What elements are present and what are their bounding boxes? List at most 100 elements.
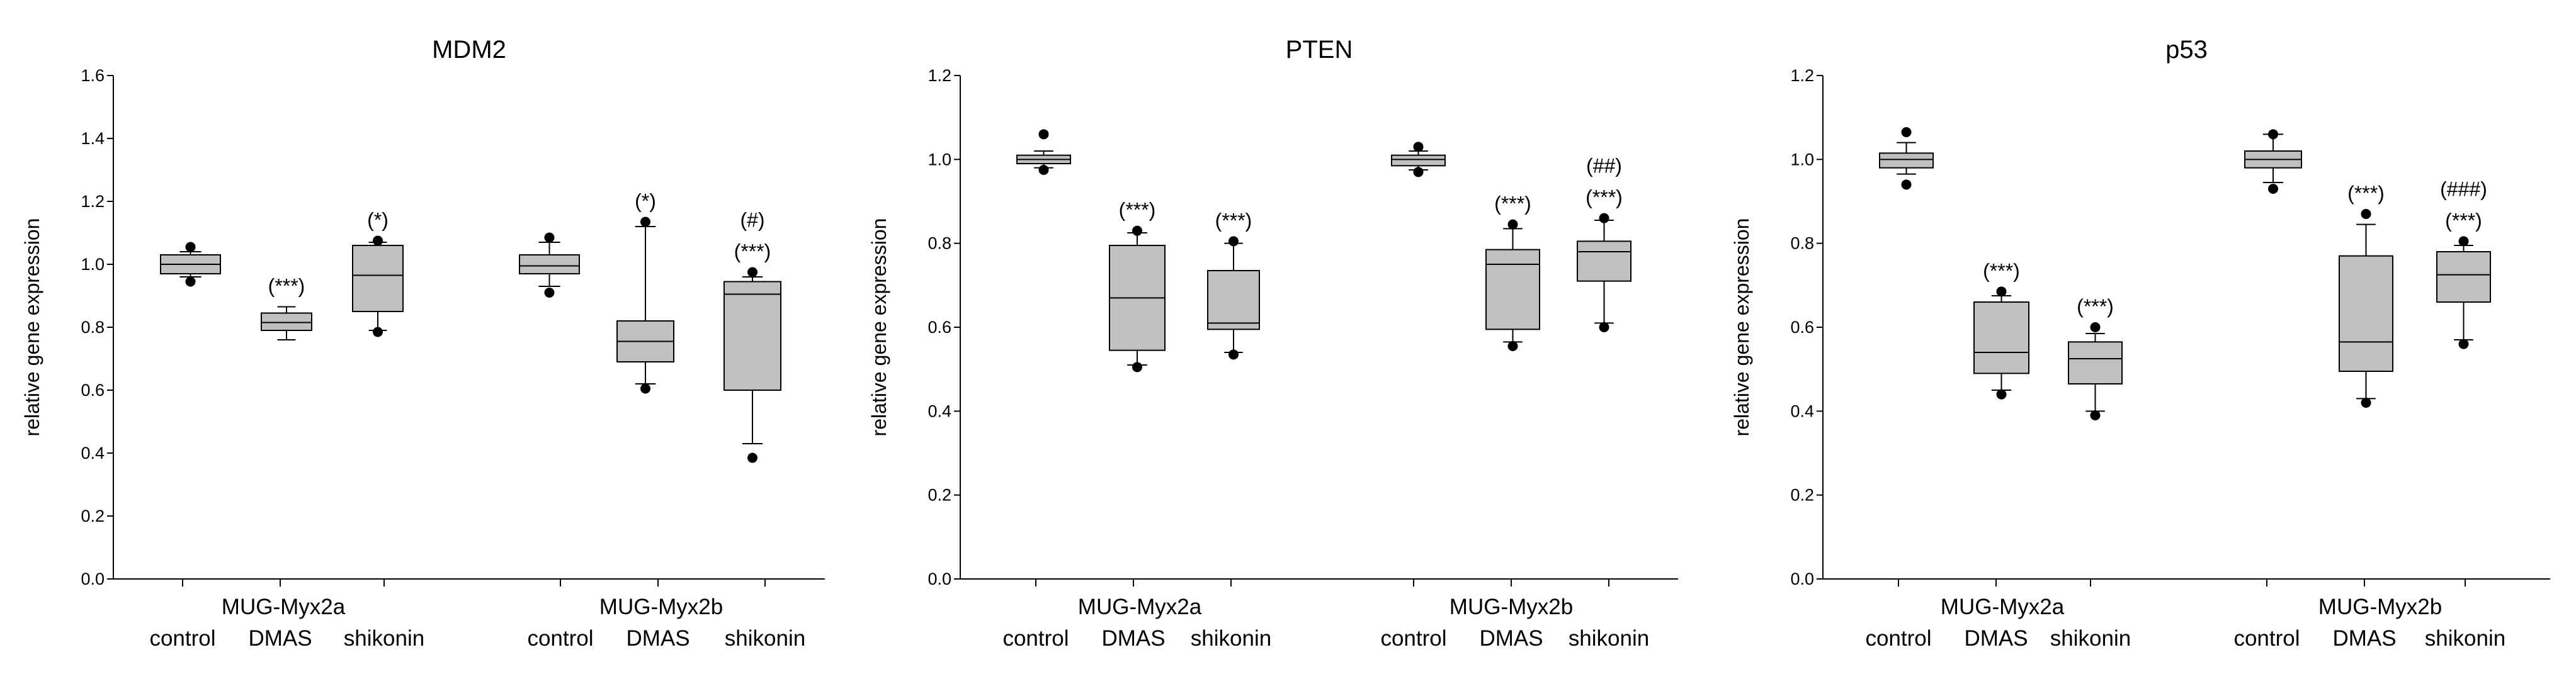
category-label: shikonin (2425, 626, 2505, 651)
box-iqr (1879, 152, 1934, 169)
outlier-point (1901, 179, 1912, 190)
significance-label: (***) (734, 240, 771, 263)
significance-label: (#) (740, 209, 764, 232)
group-label: MUG-Myx2b (1450, 595, 1573, 619)
box-plot-shikonin: (***) (2068, 295, 2123, 420)
outlier-point (2090, 322, 2101, 332)
category-label: shikonin (344, 626, 424, 651)
category-label: control (1380, 626, 1446, 651)
y-tick-label: 1.2 (81, 192, 105, 211)
significance-label: (*) (635, 190, 656, 213)
outlier-point (2361, 209, 2371, 219)
outlier-point (640, 383, 650, 394)
outlier-point (373, 327, 383, 337)
y-tick-label: 1.6 (81, 66, 105, 85)
outlier-point (747, 267, 757, 278)
significance-label: (***) (2347, 182, 2385, 205)
y-tick-label: 0.4 (81, 444, 105, 463)
y-axis-label: relative gene expression (868, 218, 890, 437)
box-iqr (352, 245, 404, 312)
y-axis-label: relative gene expression (21, 218, 43, 437)
outlier-point (1228, 236, 1239, 247)
outlier-point (1413, 142, 1424, 152)
y-tick-label: 0.6 (81, 381, 105, 400)
chart-title: PTEN (1286, 36, 1353, 64)
chart-panel-pten: PTEN 0.0 0.2 0.4 0.6 0.8 1.0 1.2 relative gene e… (868, 36, 1678, 651)
box-plot-DMAS: (***) (1109, 199, 1166, 373)
outlier-point (544, 288, 555, 298)
outlier-point (747, 452, 757, 463)
category-label: DMAS (2332, 626, 2396, 651)
outlier-point (1507, 219, 1518, 230)
outlier-point (1507, 341, 1518, 351)
outlier-point (1038, 129, 1049, 140)
box-plot-shikonin: (***) (###) (2436, 177, 2491, 349)
category-label: control (2233, 626, 2300, 651)
box-iqr (261, 312, 312, 331)
y-tick-label: 0.0 (1790, 570, 1814, 588)
y-tick-label: 0.6 (928, 318, 951, 337)
y-tick-label: 0.6 (1790, 318, 1814, 337)
category-label: shikonin (2050, 626, 2131, 651)
y-tick-label: 0.4 (928, 401, 951, 420)
significance-label: (***) (2077, 295, 2114, 318)
category-label: shikonin (1191, 626, 1271, 651)
box-iqr (2436, 251, 2491, 303)
y-tick-label: 0.2 (1790, 486, 1814, 505)
box-plot-control (1391, 142, 1446, 177)
box-iqr (2068, 341, 2123, 384)
group-label: MUG-Myx2a (1078, 595, 1202, 619)
group-label: MUG-Myx2a (1941, 595, 2065, 619)
y-tick-label: 1.0 (928, 150, 951, 169)
y-tick-label: 0.2 (81, 507, 105, 525)
significance-label: (##) (1586, 155, 1622, 177)
outlier-point (2268, 184, 2278, 194)
outlier-point (1996, 389, 2007, 400)
chart-title: p53 (2165, 36, 2208, 64)
outlier-point (2268, 129, 2278, 140)
significance-label: (***) (1983, 259, 2020, 282)
y-axis-label: relative gene expression (1730, 218, 1753, 437)
y-tick-label: 1.2 (928, 66, 951, 85)
outlier-point (2090, 410, 2101, 420)
box-plot-shikonin: (***) (##) (1577, 155, 1631, 332)
significance-label: (***) (1586, 186, 1623, 209)
significance-label: (***) (2445, 209, 2482, 232)
y-tick-label: 1.0 (1790, 150, 1814, 169)
box-plot-DMAS: (***) (1973, 259, 2029, 400)
y-tick-label: 0.8 (928, 234, 951, 253)
significance-label: (***) (1119, 199, 1156, 222)
box-plot-DMAS: (***) (2339, 182, 2393, 408)
category-label: control (1865, 626, 1931, 651)
outlier-point (1038, 165, 1049, 175)
outlier-point (1228, 349, 1239, 360)
box-iqr (519, 254, 580, 274)
group-label: MUG-Myx2a (222, 595, 346, 619)
y-tick-label: 1.0 (81, 255, 105, 274)
category-label: control (527, 626, 593, 651)
category-label: DMAS (1101, 626, 1165, 651)
box-plot-DMAS: (***) (261, 275, 312, 340)
box-iqr (1973, 301, 2029, 374)
category-label: control (149, 626, 215, 651)
box-iqr (1485, 249, 1540, 330)
box-plot-control (2244, 129, 2302, 194)
box-plot-control (1879, 127, 1934, 190)
outlier-point (2361, 398, 2371, 408)
y-tick-label: 0.8 (1790, 234, 1814, 253)
outlier-point (1996, 286, 2007, 297)
box-plot-control (519, 232, 580, 298)
y-tick-label: 0.0 (928, 570, 951, 588)
box-plot-control (1016, 129, 1071, 175)
box-iqr (723, 281, 781, 391)
y-tick-label: 0.4 (1790, 401, 1814, 420)
box-iqr (1577, 240, 1631, 282)
outlier-point (1599, 322, 1609, 332)
box-plot-control (160, 242, 221, 287)
category-label: shikonin (1569, 626, 1649, 651)
outlier-point (373, 235, 383, 246)
y-tick-label: 0.2 (928, 486, 951, 505)
chart-panel-mdm2: MDM2 0.0 0.2 0.4 0.6 0.8 1.0 1.2 1.4 1.6 relative … (21, 36, 825, 651)
outlier-point (1901, 127, 1912, 137)
chart-title: MDM2 (432, 36, 506, 64)
